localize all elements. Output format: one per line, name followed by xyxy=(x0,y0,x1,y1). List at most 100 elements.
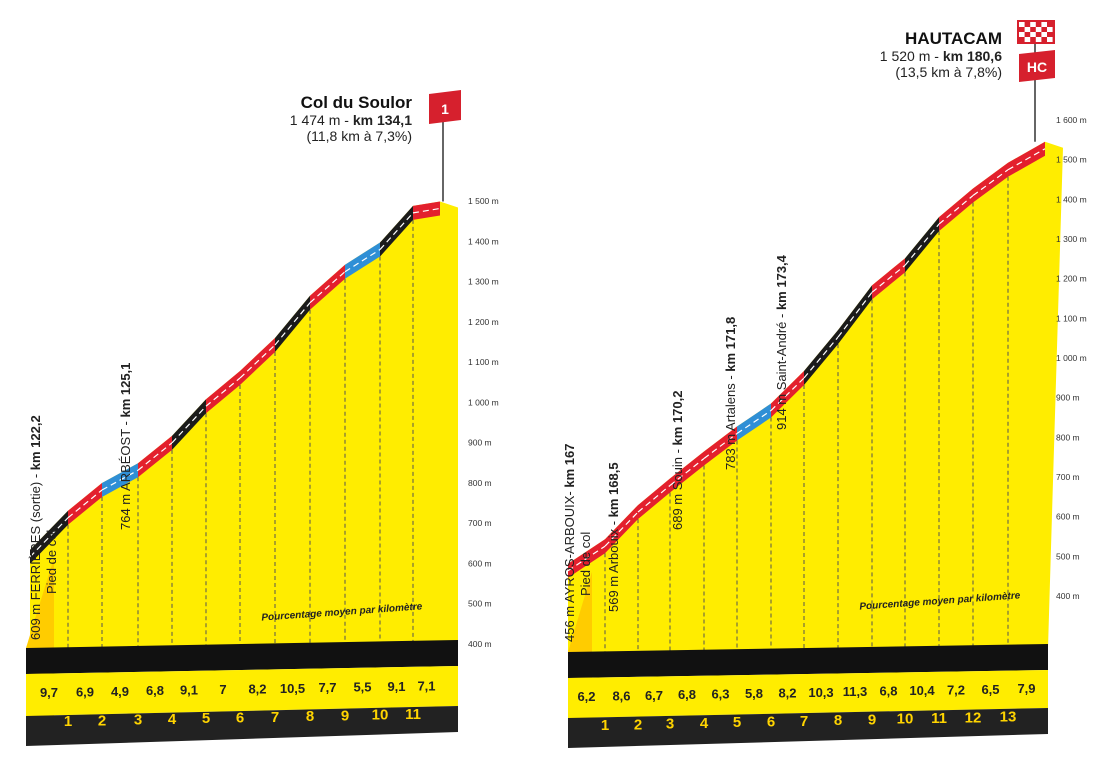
finish-flag-check xyxy=(1024,27,1031,32)
km-marker-label: 5 xyxy=(202,710,210,727)
km-marker-label: 5 xyxy=(733,714,741,731)
gradient-label: 6,3 xyxy=(711,687,729,702)
base-km-band xyxy=(26,706,458,746)
waypoint-km: km 122,2 xyxy=(28,415,43,470)
y-tick-label: 500 m xyxy=(468,599,492,609)
base-top-strip xyxy=(26,640,458,674)
waypoint-name: 456 m AYROS-ARBOUIX- xyxy=(562,488,577,642)
y-tick-label: 1 200 m xyxy=(468,317,499,327)
waypoint-km: km 171,8 xyxy=(723,317,738,372)
summit-stats: (11,8 km à 7,3%) xyxy=(306,128,412,144)
finish-flag-check xyxy=(1035,27,1042,32)
gradient-label: 9,1 xyxy=(180,683,198,698)
gradient-label: 5,8 xyxy=(745,686,763,701)
waypoint-name: 569 m Arbouix - xyxy=(606,517,621,612)
km-marker-label: 12 xyxy=(965,709,982,726)
gradient-label: 10,3 xyxy=(808,685,833,700)
y-tick-label: 1 300 m xyxy=(468,277,499,287)
km-marker-label: 8 xyxy=(306,708,314,725)
km-marker-label: 4 xyxy=(168,711,177,728)
summit-stats: (13,5 km à 7,8%) xyxy=(895,64,1002,80)
segment-centerline xyxy=(67,489,103,519)
gradient-label: 7,1 xyxy=(417,678,435,693)
km-marker-label: 11 xyxy=(931,710,947,727)
segment-centerline xyxy=(29,517,69,558)
y-tick-label: 1 100 m xyxy=(1056,313,1087,323)
base-gradient-band xyxy=(26,666,458,716)
waypoint-name: 764 m ARBÉOST - xyxy=(118,418,133,530)
y-tick-label: 1 200 m xyxy=(1056,274,1087,284)
summit-altitude-line: 1 520 m - km 180,6 xyxy=(880,48,1002,64)
segment-centerline xyxy=(171,405,207,444)
segment-centerline xyxy=(344,249,381,273)
category-label: HC xyxy=(1027,59,1047,75)
summit-altitude: 1 474 m - xyxy=(290,112,353,128)
km-marker-label: 10 xyxy=(897,711,914,728)
segment-centerline xyxy=(803,336,839,379)
waypoint-name: 689 m Souin - xyxy=(670,445,685,530)
segment-centerline xyxy=(567,545,606,572)
waypoint-label: 569 m Arbouix - km 168,5 xyxy=(606,462,621,612)
segment-centerline xyxy=(938,195,974,225)
waypoint-name: 609 m FERRIÈRES (sortie) - xyxy=(28,470,43,640)
km-marker-label: 3 xyxy=(134,712,142,729)
gradient-label: 8,6 xyxy=(612,688,630,703)
gradient-label: 6,7 xyxy=(645,688,663,703)
y-tick-label: 1 000 m xyxy=(468,397,499,407)
gradient-label: 11,3 xyxy=(843,684,868,699)
gradient-segment xyxy=(275,295,310,352)
gradient-label: 10,5 xyxy=(280,681,305,696)
finish-flag-check xyxy=(1047,27,1053,32)
gradient-label: 8,2 xyxy=(778,685,796,700)
segment-centerline xyxy=(379,212,414,250)
category-label: 1 xyxy=(441,101,449,117)
y-tick-label: 1 100 m xyxy=(468,357,499,367)
y-tick-label: 700 m xyxy=(1056,472,1080,482)
segment-centerline xyxy=(770,377,805,411)
km-marker-label: 9 xyxy=(341,707,349,724)
km-marker-label: 4 xyxy=(700,715,709,732)
summit-altitude: 1 520 m - xyxy=(880,48,943,64)
segment-centerline xyxy=(904,223,940,266)
waypoint-km: km 170,2 xyxy=(670,391,685,446)
gradient-label: 7 xyxy=(219,682,226,697)
finish-flag-check xyxy=(1019,32,1025,37)
y-tick-label: 1 000 m xyxy=(1056,353,1087,363)
gradient-label: 9,1 xyxy=(387,679,405,694)
gradient-segment xyxy=(804,330,838,386)
segment-centerline xyxy=(637,485,671,513)
segment-centerline xyxy=(239,344,276,379)
waypoint-label: 914 m Saint-André - km 173,4 xyxy=(774,254,789,430)
summit-altitude-line: 1 474 m - km 134,1 xyxy=(290,112,412,128)
segment-centerline xyxy=(1007,148,1046,171)
segment-centerline xyxy=(736,410,772,435)
finish-flag-check xyxy=(1047,37,1053,42)
gradient-label: 6,8 xyxy=(879,684,897,699)
segment-centerline xyxy=(205,377,241,407)
gradient-label: 5,5 xyxy=(353,680,371,695)
y-tick-label: 1 500 m xyxy=(468,196,499,206)
km-marker-label: 10 xyxy=(372,707,389,724)
finish-flag-check xyxy=(1030,22,1036,27)
waypoint-label: 783 m Artalens - km 171,8 xyxy=(723,317,738,470)
y-tick-label: 600 m xyxy=(1056,512,1080,522)
category-flag xyxy=(1019,50,1055,82)
y-tick-label: 600 m xyxy=(468,558,492,568)
gradient-label: 9,7 xyxy=(40,685,58,700)
profile-area xyxy=(568,141,1063,652)
gradient-segment xyxy=(30,510,68,564)
y-tick-label: 1 400 m xyxy=(468,236,499,246)
y-tick-label: 900 m xyxy=(1056,393,1080,403)
waypoint-label: 609 m FERRIÈRES (sortie) - km 122,2 xyxy=(28,415,43,640)
y-tick-label: 800 m xyxy=(468,478,492,488)
y-tick-label: 500 m xyxy=(1056,551,1080,561)
y-tick-label: 700 m xyxy=(468,518,492,528)
km-marker-label: 6 xyxy=(767,714,775,731)
y-tick-label: 400 m xyxy=(1056,591,1080,601)
gradient-label: 8,2 xyxy=(248,681,266,696)
y-tick-label: 1 400 m xyxy=(1056,194,1087,204)
finish-flag-check xyxy=(1024,37,1031,42)
km-marker-label: 1 xyxy=(601,717,609,734)
